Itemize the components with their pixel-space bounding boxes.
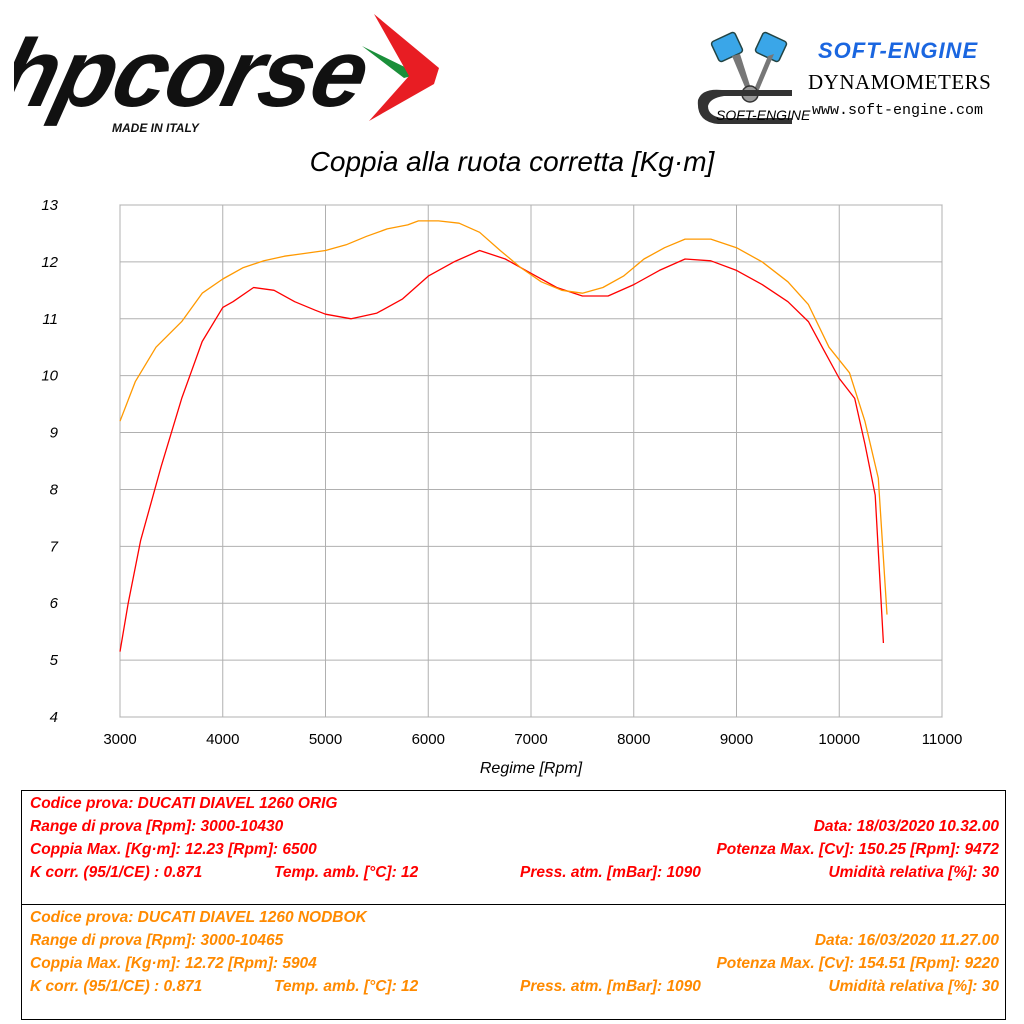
y-tick-label: 7 xyxy=(50,538,59,555)
y-tick-label: 12 xyxy=(41,254,58,271)
torque-chart: 3000 4000 5000 6000 7000 8000 9000 10000 11000 4 5… xyxy=(41,197,963,777)
x-tick-label: 8000 xyxy=(617,731,650,748)
test-1-max-power: Potenza Max. [Cv]: 150.25 [Rpm]: 9472 xyxy=(716,841,999,858)
x-tick-label: 3000 xyxy=(103,731,136,748)
y-tick-label: 13 xyxy=(41,197,58,214)
soft-engine-title: SOFT-ENGINE xyxy=(818,38,979,63)
test-1-range: Range di prova [Rpm]: 3000-10430 xyxy=(30,818,284,835)
chart-title: Coppia alla ruota corretta [Kg·m] xyxy=(309,146,715,177)
made-in-italy-text: MADE IN ITALY xyxy=(112,121,200,135)
hpcorse-logo: hpcorse MADE IN ITALY xyxy=(14,14,439,135)
y-tick-label: 4 xyxy=(50,709,58,726)
torque-series-2 xyxy=(119,220,888,615)
test-panel-2: Codice prova: DUCATI DIAVEL 1260 NODBOK … xyxy=(21,904,1006,1020)
y-tick-label: 8 xyxy=(50,481,59,498)
x-axis-label: Regime [Rpm] xyxy=(480,760,583,777)
test-1-pressure: Press. atm. [mBar]: 1090 xyxy=(520,864,701,881)
y-tick-label: 9 xyxy=(50,425,59,442)
test-2-max-torque: Coppia Max. [Kg·m]: 12.72 [Rpm]: 5904 xyxy=(30,955,317,972)
torque-series-1 xyxy=(119,249,885,652)
x-tick-label: 6000 xyxy=(412,731,445,748)
test-2-max-power: Potenza Max. [Cv]: 154.51 [Rpm]: 9220 xyxy=(716,955,999,972)
test-2-range: Range di prova [Rpm]: 3000-10465 xyxy=(30,932,284,949)
x-tick-label: 11000 xyxy=(922,731,963,748)
x-tick-label: 5000 xyxy=(309,731,342,748)
test-1-kcorr: K corr. (95/1/CE) : 0.871 xyxy=(30,864,203,881)
soft-engine-logo: SOFT-ENGINE xyxy=(697,31,811,124)
test-2-date: Data: 16/03/2020 11.27.00 xyxy=(814,932,999,949)
x-tick-label: 7000 xyxy=(514,731,547,748)
test-1-temp: Temp. amb. [°C]: 12 xyxy=(274,864,419,881)
y-tick-label: 5 xyxy=(50,652,59,669)
soft-engine-mini-text: SOFT-ENGINE xyxy=(716,107,811,123)
y-tick-label: 6 xyxy=(50,595,59,612)
x-tick-label: 9000 xyxy=(720,731,753,748)
test-1-date: Data: 18/03/2020 10.32.00 xyxy=(813,818,999,835)
y-tick-label: 11 xyxy=(42,311,58,328)
y-tick-label: 10 xyxy=(41,368,58,385)
website-url: www.soft-engine.com xyxy=(812,102,984,119)
x-tick-label: 4000 xyxy=(206,731,239,748)
x-tick-label: 10000 xyxy=(818,731,860,748)
test-2-kcorr: K corr. (95/1/CE) : 0.871 xyxy=(30,978,203,995)
hpcorse-logo-text: hpcorse xyxy=(14,19,378,126)
test-2-pressure: Press. atm. [mBar]: 1090 xyxy=(520,978,701,995)
test-1-code: Codice prova: DUCATI DIAVEL 1260 ORIG xyxy=(30,795,338,812)
test-2-temp: Temp. amb. [°C]: 12 xyxy=(274,978,419,995)
test-2-code: Codice prova: DUCATI DIAVEL 1260 NODBOK xyxy=(30,909,367,926)
dynamometers-text: DYNAMOMETERS xyxy=(808,70,992,94)
test-panel-1: Codice prova: DUCATI DIAVEL 1260 ORIG Ra… xyxy=(21,790,1006,905)
test-1-humidity: Umidità relativa [%]: 30 xyxy=(828,864,999,881)
test-2-humidity: Umidità relativa [%]: 30 xyxy=(828,978,999,995)
test-1-max-torque: Coppia Max. [Kg·m]: 12.23 [Rpm]: 6500 xyxy=(30,841,317,858)
